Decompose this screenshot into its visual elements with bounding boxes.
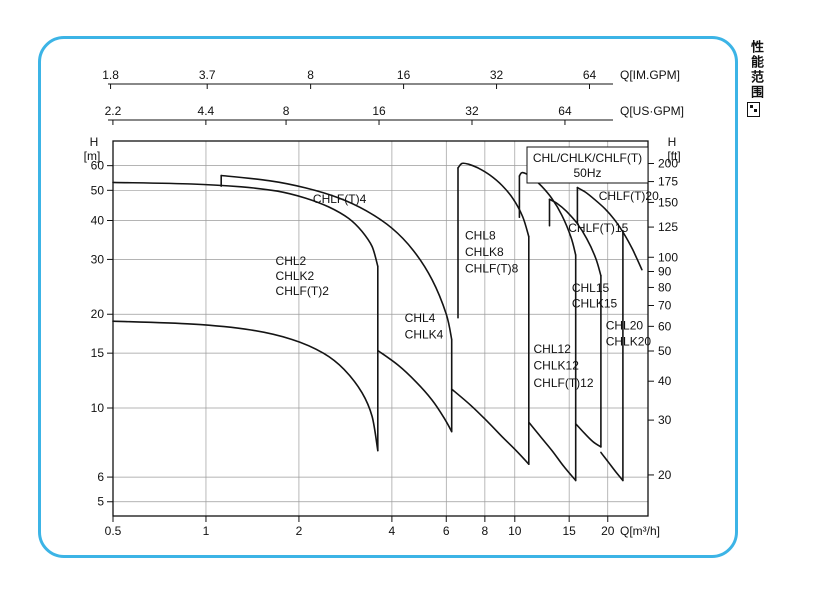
chl8-upper-curve bbox=[457, 162, 530, 238]
y-left-tick-label: 30 bbox=[91, 252, 105, 266]
chl8-lower-curve bbox=[450, 388, 530, 465]
mark-dot bbox=[750, 105, 753, 108]
y-right-tick-label: 175 bbox=[658, 175, 678, 189]
label-chlft4: CHLF(T)4 bbox=[313, 192, 367, 206]
title-box bbox=[526, 146, 649, 184]
y-right-tick-label: 20 bbox=[658, 468, 672, 482]
imgpm-tick-label: 64 bbox=[583, 68, 597, 82]
chl12-upper-curve bbox=[518, 171, 577, 256]
y-left-tick-label: 40 bbox=[91, 213, 105, 227]
y-right-tick-label: 150 bbox=[658, 195, 678, 209]
label-chl2-family: CHLF(T)2 bbox=[276, 284, 330, 298]
imgpm-tick-label: 16 bbox=[397, 68, 411, 82]
x-tick-label: 20 bbox=[601, 524, 615, 538]
page-frame bbox=[38, 36, 738, 558]
usgpm-tick-label: 16 bbox=[372, 104, 386, 118]
label-chl8-family: CHLK8 bbox=[465, 245, 504, 259]
label-chl12-family: CHLF(T)12 bbox=[534, 376, 594, 390]
y-right-tick-label: 50 bbox=[658, 344, 672, 358]
label-chl15-family: CHLK15 bbox=[572, 297, 618, 311]
y-right-tick-label: 60 bbox=[658, 319, 672, 333]
label-chl8-family: CHL8 bbox=[465, 228, 496, 242]
y-right-tick-label: 90 bbox=[658, 265, 672, 279]
y-left-tick-label: 60 bbox=[91, 159, 105, 173]
label-chl20-family: CHL20 bbox=[606, 318, 644, 332]
y-left-tick-label: 6 bbox=[97, 470, 104, 484]
title-box-line1: CHL/CHLK/CHLF(T) bbox=[533, 151, 642, 165]
imgpm-tick-label: 32 bbox=[490, 68, 504, 82]
mark-dot bbox=[754, 109, 757, 112]
chl15-lower-curve bbox=[574, 423, 602, 448]
label-chl2-family: CHLK2 bbox=[276, 269, 315, 283]
pump-performance-chart: 0.5 1 2 4 6 8 10 15 20 Q[m³/h]5610152030405060H[m… bbox=[84, 68, 684, 538]
x-tick-label: 6 bbox=[443, 524, 450, 538]
usgpm-tick-label: 64 bbox=[558, 104, 572, 118]
title-box-line2: 50Hz bbox=[573, 166, 601, 180]
y-right-axis-title: H bbox=[668, 135, 677, 149]
chl2-lower-curve bbox=[112, 320, 379, 452]
usgpm-tick-label: 8 bbox=[283, 104, 290, 118]
chl4-upper-curve bbox=[220, 174, 453, 341]
label-chl8-family: CHLF(T)8 bbox=[465, 262, 519, 276]
x-tick-label: 10 bbox=[508, 524, 522, 538]
x-tick-label: 2 bbox=[296, 524, 303, 538]
y-left-tick-label: 50 bbox=[91, 183, 105, 197]
y-right-axis-unit: [ft] bbox=[667, 149, 680, 163]
y-right-tick-label: 125 bbox=[658, 220, 678, 234]
imgpm-tick-label: 3.7 bbox=[199, 68, 216, 82]
chl12-lower-curve bbox=[528, 421, 577, 482]
usgpm-tick-label: 2.2 bbox=[105, 104, 122, 118]
y-right-tick-label: 30 bbox=[658, 413, 672, 427]
imgpm-tick-label: 8 bbox=[307, 68, 314, 82]
label-chl15-family: CHL15 bbox=[572, 281, 610, 295]
label-chl2-family: CHL2 bbox=[276, 254, 307, 268]
usgpm-tick-label: 4.4 bbox=[198, 104, 215, 118]
x-axis-title: Q[m³/h] bbox=[620, 524, 660, 538]
chl20-upper-curve bbox=[576, 186, 643, 271]
label-chl12-family: CHLK12 bbox=[534, 358, 580, 372]
usgpm-axis-title: Q[US·GPM] bbox=[620, 104, 684, 118]
usgpm-tick-label: 32 bbox=[465, 104, 479, 118]
y-left-axis-unit: [m] bbox=[84, 149, 101, 163]
y-right-tick-label: 200 bbox=[658, 157, 678, 171]
x-tick-label: 8 bbox=[482, 524, 489, 538]
label-chl12-family: CHL12 bbox=[534, 342, 572, 356]
y-right-tick-label: 70 bbox=[658, 299, 672, 313]
x-tick-label: 15 bbox=[562, 524, 576, 538]
label-chlft20: CHLF(T)20 bbox=[599, 189, 659, 203]
x-tick-label: 1 bbox=[203, 524, 210, 538]
label-chl4-family: CHLK4 bbox=[405, 328, 444, 342]
y-left-tick-label: 10 bbox=[91, 401, 105, 415]
y-left-tick-label: 20 bbox=[91, 307, 105, 321]
label-chlft15: CHLF(T)15 bbox=[568, 221, 628, 235]
y-left-tick-label: 5 bbox=[97, 495, 104, 509]
y-right-tick-label: 40 bbox=[658, 374, 672, 388]
y-right-tick-label: 100 bbox=[658, 250, 678, 264]
chl4-lower-curve bbox=[377, 349, 453, 433]
x-tick-label: 0.5 bbox=[105, 524, 122, 538]
label-chl4-family: CHL4 bbox=[405, 311, 436, 325]
x-tick-label: 4 bbox=[389, 524, 396, 538]
y-right-tick-label: 80 bbox=[658, 280, 672, 294]
imgpm-axis-title: Q[IM.GPM] bbox=[620, 68, 680, 82]
label-chl20-family: CHLK20 bbox=[606, 334, 652, 348]
chl2-upper-curve bbox=[112, 181, 379, 268]
imgpm-tick-label: 1.8 bbox=[102, 68, 119, 82]
y-left-tick-label: 15 bbox=[91, 346, 105, 360]
y-left-axis-title: H bbox=[90, 135, 99, 149]
chl20-lower-curve bbox=[600, 451, 624, 482]
plot-frame bbox=[112, 140, 649, 517]
chart-area: 0.5 1 2 4 6 8 10 15 20 Q[m³/h] 5 6 10 15 20 30 40 50 60 H [m… bbox=[48, 46, 728, 554]
side-label: 性能范围 bbox=[749, 40, 764, 100]
section-mark-icon bbox=[747, 102, 760, 117]
